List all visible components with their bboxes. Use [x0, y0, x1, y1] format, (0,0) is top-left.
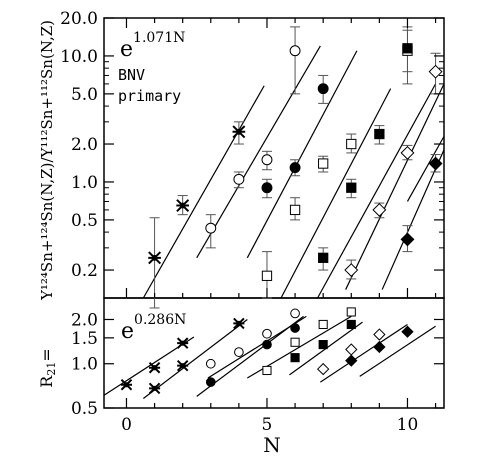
bottom-panel-frame	[103, 297, 445, 409]
top-point-open-circle-3	[289, 45, 301, 57]
top-fit-line-6	[381, 149, 445, 290]
top-point-filled-diamond-0	[400, 232, 415, 247]
bottom-fit-line-7	[359, 325, 436, 377]
annotation-primary: primary	[118, 87, 181, 105]
top-ytick-label-2: 1.0	[71, 173, 98, 193]
top-markers	[148, 43, 443, 281]
bottom-point-star-2	[148, 382, 161, 395]
top-point-filled-circle-2	[317, 83, 329, 95]
bottom-ytick-label-2: 1.5	[71, 329, 98, 349]
bottom-markers	[120, 307, 414, 395]
top-point-filled-square-3	[402, 43, 413, 54]
bottom-point-star-0	[120, 378, 133, 391]
top-fit-line-0	[142, 85, 265, 299]
bottom-point-filled-circle-1	[262, 339, 272, 350]
bottom-point-filled-square-1	[318, 340, 328, 350]
top-point-open-circle-1	[233, 173, 245, 185]
top-point-filled-square-0	[318, 252, 329, 263]
bottom-fit-line-1	[142, 319, 248, 400]
top-fit-line-4	[317, 83, 437, 299]
bottom-point-open-square-3	[346, 307, 356, 317]
bottom-point-filled-diamond-1	[373, 340, 386, 354]
top-fit-line-1	[196, 45, 321, 259]
top-point-open-circle-2	[261, 154, 273, 166]
top-fit-line-3	[280, 88, 392, 299]
tick-labels: 0.20.51.02.05.010.020.00.51.01.52.00 5 10	[60, 9, 418, 435]
top-ylabel: Y¹²⁴Sn+¹²⁴Sn(N,Z)/Y¹¹²Sn+¹¹²Sn(N,Z)	[38, 20, 56, 301]
bottom-ytick-label-3: 2.0	[71, 310, 98, 330]
top-ytick-label-5: 10.0	[60, 47, 98, 67]
x-axis-label: N	[263, 433, 281, 457]
bottom-fit-label: e0.286N	[121, 312, 186, 344]
top-point-filled-square-1	[346, 182, 357, 193]
bottom-point-open-circle-3	[290, 308, 300, 319]
top-ytick-label-1: 0.5	[71, 211, 98, 231]
bottom-point-filled-square-0	[290, 353, 300, 363]
top-point-open-diamond-2	[400, 145, 415, 160]
top-fit-line-7	[406, 136, 445, 202]
bottom-point-filled-square-2	[346, 319, 356, 330]
top-point-open-square-2	[318, 158, 329, 169]
top-fit-line-5	[345, 83, 445, 290]
top-point-open-diamond-3	[428, 64, 443, 79]
bottom-point-filled-circle-0	[205, 377, 216, 387]
top-point-filled-circle-0	[261, 182, 273, 194]
top-ytick-label-4: 5.0	[71, 85, 98, 105]
bottom-point-filled-diamond-0	[345, 354, 358, 367]
bottom-point-open-diamond-2	[373, 328, 386, 341]
bottom-point-open-square-0	[262, 365, 272, 376]
top-point-open-diamond-0	[344, 263, 359, 277]
bottom-point-open-square-1	[290, 337, 300, 347]
top-fit-label: e1.071N	[120, 30, 185, 62]
bottom-point-open-circle-2	[262, 328, 272, 339]
bottom-point-star-1	[148, 361, 161, 374]
top-point-filled-circle-1	[289, 162, 301, 174]
top-point-open-diamond-1	[372, 202, 387, 217]
tick-marks	[104, 17, 444, 409]
top-point-star-1	[176, 199, 190, 213]
top-ytick-label-3: 2.0	[71, 135, 98, 155]
top-fit-lines	[142, 45, 445, 299]
top-ytick-label-0: 0.2	[71, 261, 98, 281]
bottom-fit-line-6	[320, 323, 408, 383]
xtick-label-2: 10	[397, 415, 419, 435]
top-point-open-circle-0	[205, 222, 217, 234]
bottom-point-open-circle-0	[205, 358, 216, 369]
bottom-ylabel: R21=	[37, 348, 58, 387]
top-point-open-square-0	[261, 270, 273, 281]
top-point-star-2	[232, 125, 246, 139]
top-point-filled-diamond-1	[428, 156, 443, 171]
bottom-point-star-4	[176, 359, 189, 372]
xtick-label-1: 5	[262, 415, 273, 435]
bottom-ytick-label-1: 1.0	[71, 355, 98, 375]
bottom-point-open-diamond-1	[345, 343, 358, 356]
top-point-filled-square-2	[374, 128, 385, 140]
bottom-point-open-circle-1	[234, 347, 244, 357]
bottom-point-open-diamond-0	[317, 362, 330, 376]
annotation-bnv: BNV	[118, 66, 145, 84]
bottom-point-star-5	[233, 317, 245, 330]
bottom-ytick-label-0: 0.5	[71, 399, 98, 419]
xtick-label-0: 0	[121, 415, 132, 435]
bottom-point-star-3	[176, 337, 189, 349]
bottom-point-open-square-2	[318, 319, 328, 330]
bottom-fit-line-3	[207, 315, 307, 379]
top-point-open-square-3	[346, 138, 357, 150]
top-point-open-square-1	[289, 204, 301, 216]
top-point-star-0	[148, 251, 162, 265]
bottom-point-filled-diamond-2	[401, 325, 414, 338]
top-ytick-label-6: 20.0	[60, 9, 98, 29]
bottom-point-filled-circle-2	[290, 323, 300, 333]
top-fit-line-2	[246, 50, 358, 259]
